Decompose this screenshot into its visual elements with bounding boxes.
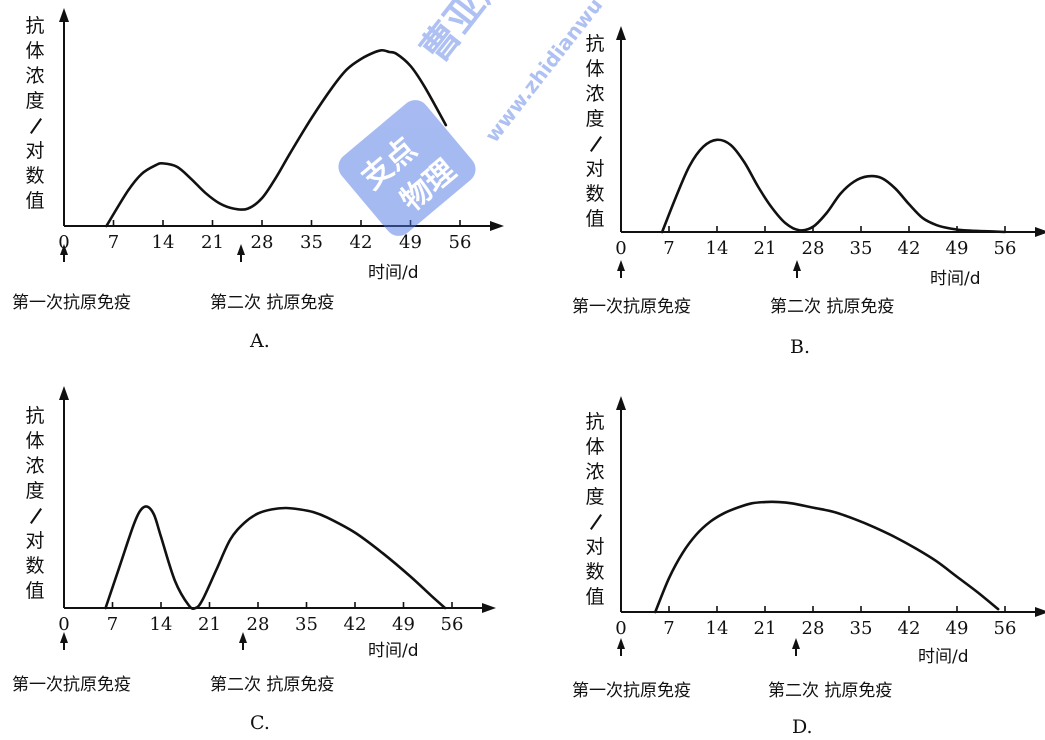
y-axis-label: 抗体浓度对数值 [585, 33, 605, 230]
second-immunization-arrow-head [237, 244, 245, 255]
x-tick-label: 35 [295, 614, 318, 635]
x-tick-label: 56 [994, 238, 1017, 259]
x-tick-label: 7 [663, 618, 674, 639]
panel-caption-d: D. [792, 716, 813, 738]
x-tick-label: 49 [392, 614, 415, 635]
x-tick-label: 35 [850, 238, 873, 259]
y-axis-arrowhead [59, 8, 69, 22]
x-tick-label: 21 [198, 614, 221, 635]
x-tick-label: 14 [150, 614, 173, 635]
x-axis-arrowhead [1035, 227, 1045, 237]
second-immunization-label: 第二次 抗原免疫 [210, 675, 335, 695]
x-tick-label: 7 [663, 238, 674, 259]
x-tick-label: 56 [441, 614, 464, 635]
antibody-curve [105, 48, 448, 228]
x-tick-label: 28 [247, 614, 270, 635]
x-tick-label: 49 [399, 232, 422, 253]
x-tick-label: 42 [898, 238, 921, 259]
panel-caption-c: C. [250, 712, 270, 734]
x-tick-label: 7 [108, 232, 119, 253]
x-tick-label: 0 [615, 238, 626, 259]
second-immunization-arrow-head [239, 632, 247, 643]
chart-b-svg: 0 7 14 21 28 35 42 49 56 [615, 26, 1045, 278]
x-axis-label: 时间/d [368, 263, 419, 283]
x-tick-label: 49 [946, 618, 969, 639]
panel-caption-a: A. [250, 330, 270, 352]
x-tick-label: 0 [58, 232, 69, 253]
x-tick-label: 21 [201, 232, 224, 253]
antibody-curve [104, 505, 447, 611]
x-tick-label: 14 [706, 238, 729, 259]
y-axis-arrowhead [616, 26, 626, 40]
x-axis-arrowhead [482, 603, 496, 613]
antibody-curve [660, 138, 1007, 234]
x-axis-label: 时间/d [368, 641, 419, 661]
first-immunization-arrow-head [617, 260, 625, 271]
chart-a-svg: 0 7 14 21 28 35 42 49 56 [58, 8, 504, 262]
x-tick-label: 0 [58, 614, 69, 635]
x-tick-label: 42 [898, 618, 921, 639]
x-axis-label: 时间/d [918, 647, 969, 667]
x-tick-label: 49 [946, 238, 969, 259]
x-tick-label: 35 [850, 618, 873, 639]
first-immunization-label: 第一次抗原免疫 [572, 681, 691, 701]
x-tick-label: 56 [994, 618, 1017, 639]
second-immunization-label: 第二次 抗原免疫 [210, 293, 335, 313]
y-axis-arrowhead [59, 386, 69, 400]
x-tick-label: 0 [615, 618, 626, 639]
x-tick-label: 7 [107, 614, 118, 635]
second-immunization-label: 第二次 抗原免疫 [768, 681, 893, 701]
panel-caption-b: B. [790, 336, 811, 358]
first-immunization-label: 第一次抗原免疫 [12, 675, 131, 695]
y-axis-arrowhead [616, 396, 626, 410]
second-immunization-arrow-head [793, 260, 801, 271]
x-tick-label: 21 [754, 238, 777, 259]
x-tick-label: 28 [802, 618, 825, 639]
second-immunization-arrow-head [792, 638, 800, 649]
x-tick-label: 21 [754, 618, 777, 639]
second-immunization-label: 第二次 抗原免疫 [770, 297, 895, 317]
x-tick-label: 42 [350, 232, 373, 253]
chart-d-svg: 0 7 14 21 28 35 42 49 56 [615, 396, 1045, 656]
x-tick-label: 14 [152, 232, 175, 253]
first-immunization-arrow-head [60, 632, 68, 643]
x-tick-label: 28 [251, 232, 274, 253]
first-immunization-label: 第一次抗原免疫 [12, 293, 131, 313]
first-immunization-label: 第一次抗原免疫 [572, 297, 691, 317]
y-axis-label: 抗体浓度对数值 [25, 15, 45, 212]
y-axis-label: 抗体浓度对数值 [25, 405, 45, 602]
x-tick-label: 14 [706, 618, 729, 639]
x-axis-arrowhead [490, 221, 504, 231]
antibody-curve [653, 500, 1000, 614]
x-tick-label: 56 [449, 232, 472, 253]
x-tick-label: 35 [300, 232, 323, 253]
first-immunization-arrow-head [60, 244, 68, 255]
first-immunization-arrow-head [617, 638, 625, 649]
x-axis-label: 时间/d [930, 269, 981, 289]
x-axis-arrowhead [1035, 607, 1045, 617]
chart-c-svg: 0 7 14 21 28 35 42 49 56 [58, 386, 496, 650]
x-tick-label: 28 [802, 238, 825, 259]
y-axis-label: 抗体浓度对数值 [585, 411, 605, 608]
x-tick-label: 42 [344, 614, 367, 635]
